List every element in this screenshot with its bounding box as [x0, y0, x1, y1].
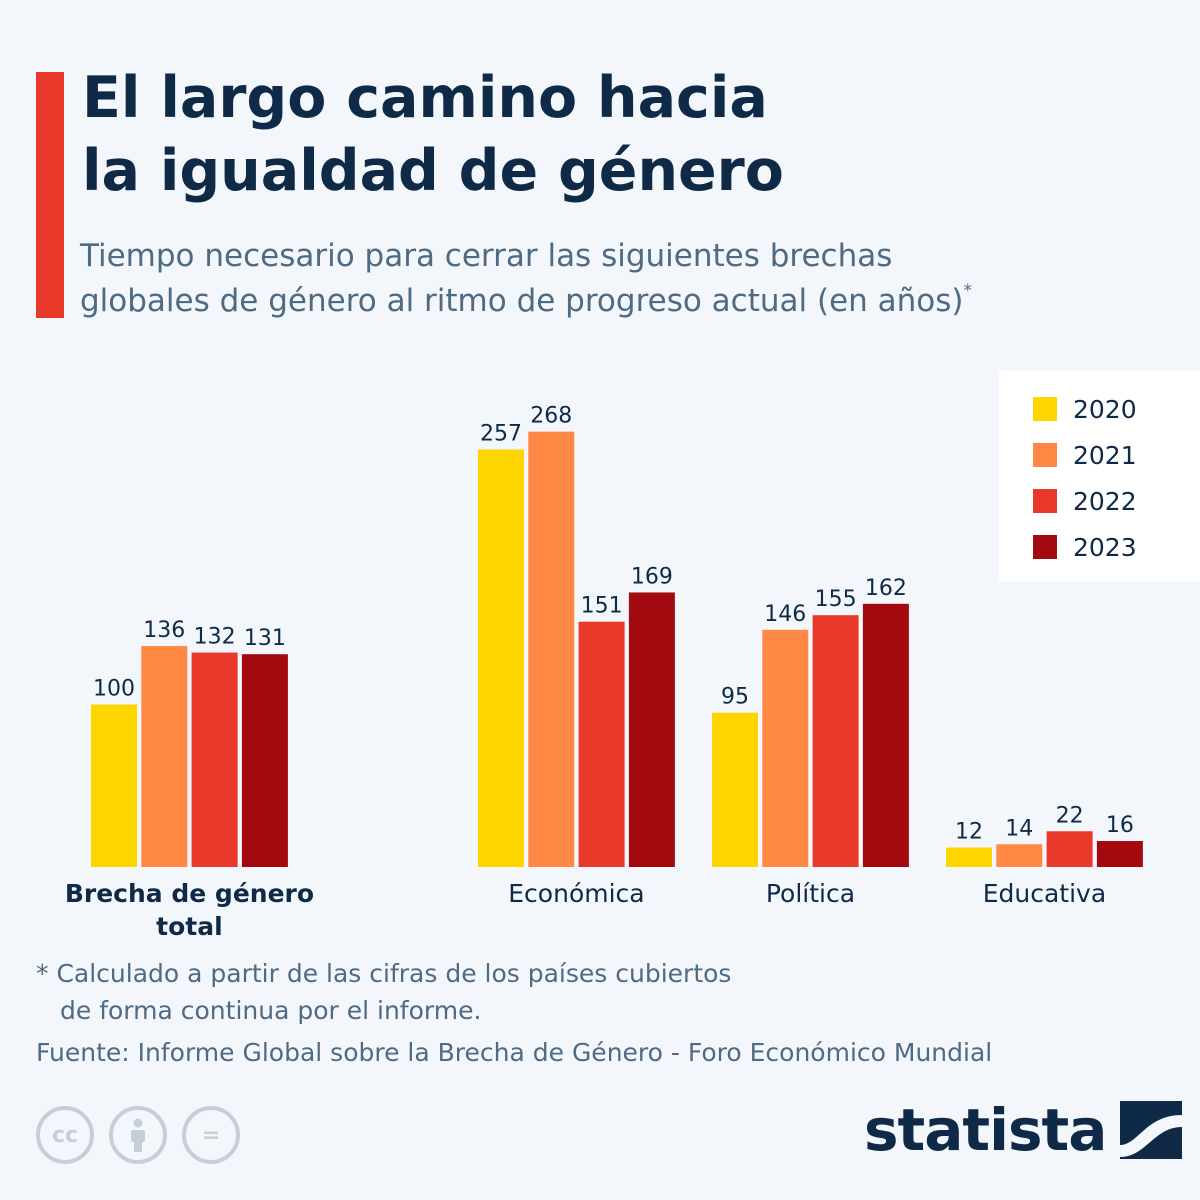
bar-2021-3 — [996, 844, 1043, 867]
title-line-1: El largo camino hacia — [82, 65, 768, 131]
nd-icon-label: = — [201, 1122, 221, 1148]
accent-bar — [36, 72, 64, 318]
bar-2020-2 — [712, 712, 758, 867]
bar-2022-1 — [578, 621, 625, 867]
data-label-2021-1: 268 — [530, 404, 572, 429]
data-label-2020-1: 257 — [480, 422, 522, 447]
category-label-0-line-1: total — [156, 912, 223, 941]
subtitle-line-2-wrap: globales de género al ritmo de progreso … — [80, 279, 1180, 324]
legend-item-2020: 2020 — [1033, 394, 1137, 424]
bar-2020-3 — [946, 847, 992, 867]
no-derivatives-icon[interactable]: = — [182, 1106, 240, 1164]
bar-2023-1 — [628, 592, 675, 867]
license-icons: cc = — [36, 1106, 240, 1164]
chart-legend: 2020 2021 2022 2023 — [999, 371, 1200, 581]
data-label-2020-3: 12 — [955, 820, 983, 845]
legend-item-2021: 2021 — [1033, 440, 1137, 470]
subtitle-line-1: Tiempo necesario para cerrar las siguien… — [80, 238, 893, 274]
footnote: * Calculado a partir de las cifras de lo… — [36, 955, 936, 1029]
legend-label: 2021 — [1073, 440, 1137, 470]
bar-2022-3 — [1046, 831, 1093, 867]
data-label-2022-0: 132 — [194, 625, 236, 650]
data-label-2022-1: 151 — [581, 594, 623, 619]
bar-2023-3 — [1096, 841, 1143, 867]
page-subtitle: Tiempo necesario para cerrar las siguien… — [80, 234, 1180, 324]
statista-mark-icon — [1120, 1101, 1183, 1159]
source-note: Fuente: Informe Global sobre la Brecha d… — [36, 1038, 993, 1067]
bar-2020-0 — [91, 704, 137, 867]
person-icon — [131, 1118, 145, 1152]
page-title: El largo camino hacia la igualdad de gén… — [82, 62, 1162, 208]
data-label-2021-2: 146 — [764, 602, 806, 627]
statista-logo[interactable]: statista — [864, 1096, 1183, 1164]
legend-label: 2022 — [1073, 486, 1137, 516]
data-label-2020-0: 100 — [93, 677, 135, 702]
title-line-2: la igualdad de género — [82, 138, 784, 204]
legend-swatch — [1033, 535, 1057, 559]
data-label-2022-3: 22 — [1056, 803, 1084, 828]
data-label-2023-1: 169 — [631, 564, 673, 589]
attribution-icon[interactable] — [109, 1106, 167, 1164]
category-label-2-line-0: Política — [766, 879, 855, 908]
data-label-2023-0: 131 — [244, 626, 286, 651]
data-label-2021-3: 14 — [1005, 816, 1033, 841]
bar-2021-2 — [762, 629, 809, 867]
data-label-2021-0: 136 — [143, 618, 185, 643]
bar-2021-1 — [528, 431, 575, 867]
legend-swatch — [1033, 443, 1057, 467]
data-label-2022-2: 155 — [815, 587, 857, 612]
legend-label: 2020 — [1073, 394, 1137, 424]
category-label-3-line-0: Educativa — [983, 879, 1106, 908]
bar-2020-1 — [478, 449, 524, 867]
data-label-2020-2: 95 — [721, 685, 749, 710]
data-label-2023-2: 162 — [865, 576, 907, 601]
footnote-line-2: de forma continua por el informe. — [60, 996, 482, 1025]
subtitle-footnote-marker: * — [963, 281, 973, 301]
footnote-line-1: * Calculado a partir de las cifras de lo… — [36, 959, 732, 988]
cc-icon-label: cc — [51, 1122, 79, 1148]
legend-item-2022: 2022 — [1033, 486, 1137, 516]
legend-item-2023: 2023 — [1033, 532, 1137, 562]
data-label-2023-3: 16 — [1106, 813, 1134, 838]
category-label-0-line-0: Brecha de género — [65, 879, 314, 908]
legend-swatch — [1033, 489, 1057, 513]
logo-text: statista — [864, 1096, 1107, 1164]
category-label-1-line-0: Económica — [508, 879, 644, 908]
bar-2022-2 — [812, 615, 859, 867]
creative-commons-icon[interactable]: cc — [36, 1106, 94, 1164]
bar-2022-0 — [191, 652, 238, 867]
bar-2021-0 — [141, 646, 188, 867]
bar-2023-2 — [862, 603, 909, 867]
legend-swatch — [1033, 397, 1057, 421]
bar-2023-0 — [241, 654, 288, 867]
legend-label: 2023 — [1073, 532, 1137, 562]
subtitle-line-2: globales de género al ritmo de progreso … — [80, 283, 964, 319]
